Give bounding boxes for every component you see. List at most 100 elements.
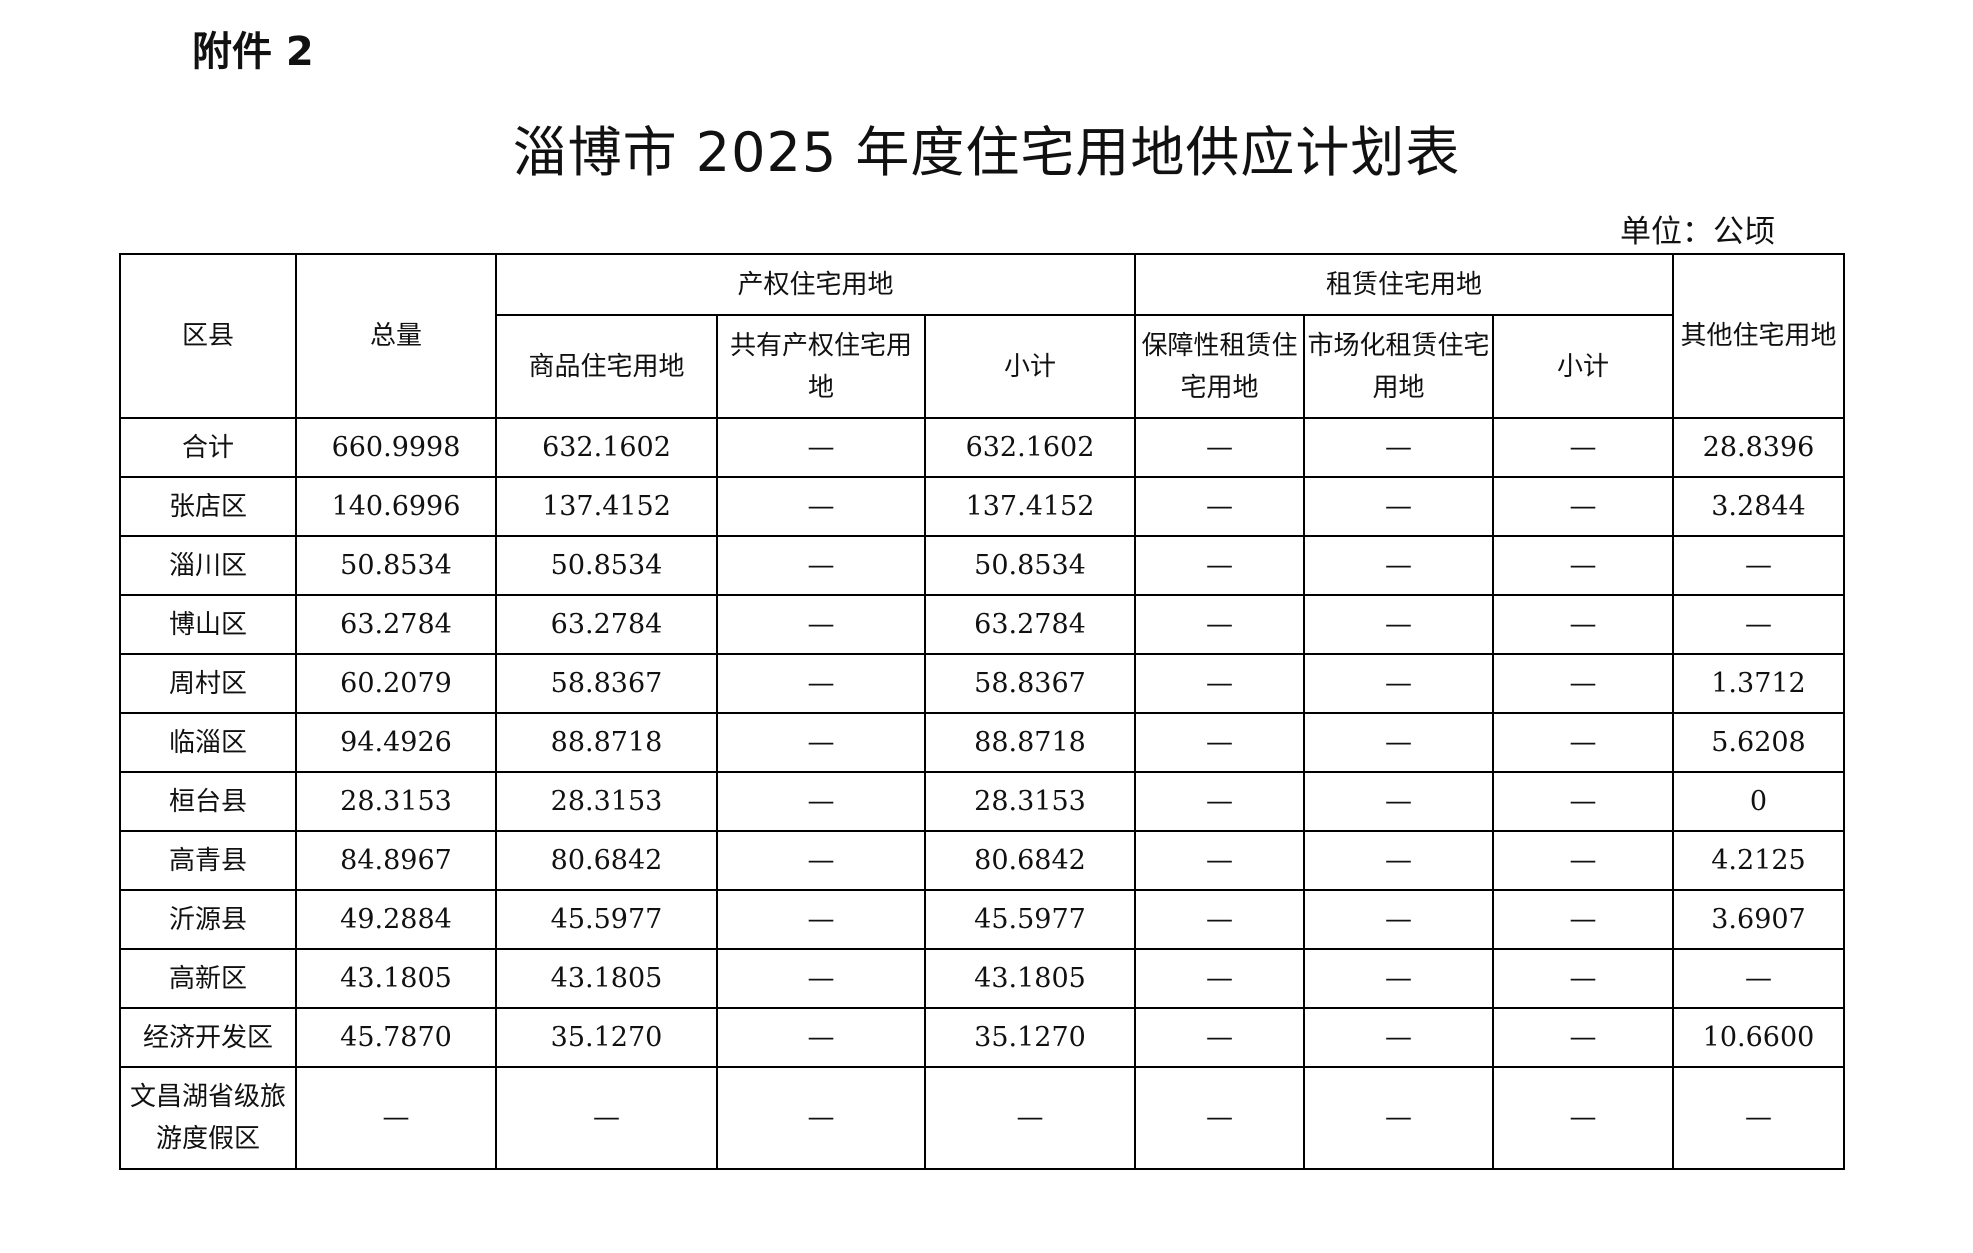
cell-affordable-rental: — (1134, 535, 1305, 596)
cell-affordable-rental: — (1134, 771, 1305, 832)
cell-rental-subtotal: — (1492, 476, 1674, 537)
table-row: 张店区 140.6996 137.4152—137.4152— — —3.2844 (119, 476, 1845, 537)
cell-rental-subtotal: — (1492, 594, 1674, 655)
table-row: 桓台县 28.3153 28.3153—28.3153— — —0 (119, 771, 1845, 832)
cell-commercial: 28.3153 (495, 771, 718, 832)
cell-shared-property: — (716, 948, 926, 1009)
cell-market-rental: — (1303, 535, 1494, 596)
cell-rental-subtotal: — (1492, 417, 1674, 478)
cell-commercial: 63.2784 (495, 594, 718, 655)
table-row: 博山区 63.2784 63.2784—63.2784— — — — (119, 594, 1845, 655)
land-supply-table: 区县 总量 产权住宅用地 租赁住宅用地 其他住宅用地 商品住宅用地 共有产权住宅… (119, 253, 1845, 1170)
table-row: 高青县 84.8967 80.6842—80.6842— — —4.2125 (119, 830, 1845, 891)
header-rental-subtotal: 小计 (1492, 314, 1674, 419)
cell-other: — (1672, 1066, 1845, 1170)
table-row: 经济开发区 45.7870 35.1270—35.1270— — —10.6600 (119, 1007, 1845, 1068)
cell-district: 合计 (119, 417, 297, 478)
cell-district: 文昌湖省级旅游度假区 (119, 1066, 297, 1170)
cell-total: 84.8967 (295, 830, 497, 891)
cell-total: — (295, 1066, 497, 1170)
cell-property-subtotal: — (924, 1066, 1136, 1170)
cell-commercial: 58.8367 (495, 653, 718, 714)
cell-market-rental: — (1303, 948, 1494, 1009)
cell-commercial: 632.1602 (495, 417, 718, 478)
table-subheader-row: 商品住宅用地 共有产权住宅用地 小计 保障性租赁住宅用地 市场化租赁住宅用地 小… (120, 314, 1844, 419)
cell-affordable-rental: — (1134, 417, 1305, 478)
cell-other: — (1672, 594, 1845, 655)
cell-commercial: — (495, 1066, 718, 1170)
table-row: 淄川区 50.8534 50.8534—50.8534— — — — (119, 535, 1845, 596)
cell-affordable-rental: — (1134, 948, 1305, 1009)
cell-total: 60.2079 (295, 653, 497, 714)
cell-rental-subtotal: — (1492, 830, 1674, 891)
cell-property-subtotal: 50.8534 (924, 535, 1136, 596)
cell-affordable-rental: — (1134, 1007, 1305, 1068)
cell-property-subtotal: 35.1270 (924, 1007, 1136, 1068)
cell-market-rental: — (1303, 712, 1494, 773)
cell-district: 经济开发区 (119, 1007, 297, 1068)
header-property-subtotal: 小计 (924, 314, 1136, 419)
cell-market-rental: — (1303, 476, 1494, 537)
cell-rental-subtotal: — (1492, 1066, 1674, 1170)
cell-total: 28.3153 (295, 771, 497, 832)
cell-other: — (1672, 948, 1845, 1009)
cell-rental-subtotal: — (1492, 948, 1674, 1009)
cell-shared-property: — (716, 476, 926, 537)
cell-rental-subtotal: — (1492, 1007, 1674, 1068)
cell-property-subtotal: 88.8718 (924, 712, 1136, 773)
cell-rental-subtotal: — (1492, 653, 1674, 714)
cell-shared-property: — (716, 535, 926, 596)
cell-property-subtotal: 63.2784 (924, 594, 1136, 655)
cell-affordable-rental: — (1134, 712, 1305, 773)
table-row: 沂源县 49.2884 45.5977—45.5977— — —3.6907 (119, 889, 1845, 950)
cell-district: 桓台县 (119, 771, 297, 832)
cell-affordable-rental: — (1134, 653, 1305, 714)
cell-total: 94.4926 (295, 712, 497, 773)
cell-other: 3.2844 (1672, 476, 1845, 537)
attachment-label: 附件 2 (192, 29, 314, 75)
cell-market-rental: — (1303, 771, 1494, 832)
cell-commercial: 88.8718 (495, 712, 718, 773)
cell-shared-property: — (716, 1066, 926, 1170)
cell-property-subtotal: 28.3153 (924, 771, 1136, 832)
cell-rental-subtotal: — (1492, 712, 1674, 773)
cell-property-subtotal: 632.1602 (924, 417, 1136, 478)
cell-rental-subtotal: — (1492, 889, 1674, 950)
cell-total: 660.9998 (295, 417, 497, 478)
cell-shared-property: — (716, 653, 926, 714)
cell-market-rental: — (1303, 1007, 1494, 1068)
table-row: 合计 660.9998 632.1602—632.1602— — —28.8396 (119, 417, 1845, 478)
table-row: 临淄区 94.4926 88.8718—88.8718— — —5.6208 (119, 712, 1845, 773)
cell-shared-property: — (716, 771, 926, 832)
cell-commercial: 43.1805 (495, 948, 718, 1009)
header-shared-property: 共有产权住宅用地 (716, 314, 926, 419)
cell-affordable-rental: — (1134, 594, 1305, 655)
cell-affordable-rental: — (1134, 830, 1305, 891)
cell-total: 49.2884 (295, 889, 497, 950)
cell-property-subtotal: 43.1805 (924, 948, 1136, 1009)
document-title: 淄博市 2025 年度住宅用地供应计划表 (512, 121, 1461, 184)
cell-other: — (1672, 535, 1845, 596)
cell-affordable-rental: — (1134, 889, 1305, 950)
cell-market-rental: — (1303, 889, 1494, 950)
cell-commercial: 50.8534 (495, 535, 718, 596)
cell-shared-property: — (716, 417, 926, 478)
header-market-rental: 市场化租赁住宅用地 (1303, 314, 1494, 419)
cell-market-rental: — (1303, 417, 1494, 478)
cell-market-rental: — (1303, 594, 1494, 655)
header-property-group: 产权住宅用地 (495, 253, 1136, 316)
cell-commercial: 35.1270 (495, 1007, 718, 1068)
table-row: 文昌湖省级旅游度假区 — — — — — — — — (119, 1066, 1845, 1170)
cell-district: 高新区 (119, 948, 297, 1009)
header-district: 区县 (119, 253, 297, 419)
cell-shared-property: — (716, 712, 926, 773)
cell-shared-property: — (716, 830, 926, 891)
cell-total: 50.8534 (295, 535, 497, 596)
cell-other: 0 (1672, 771, 1845, 832)
cell-market-rental: — (1303, 653, 1494, 714)
cell-district: 周村区 (119, 653, 297, 714)
cell-other: 10.6600 (1672, 1007, 1845, 1068)
cell-other: 28.8396 (1672, 417, 1845, 478)
cell-shared-property: — (716, 594, 926, 655)
cell-district: 沂源县 (119, 889, 297, 950)
